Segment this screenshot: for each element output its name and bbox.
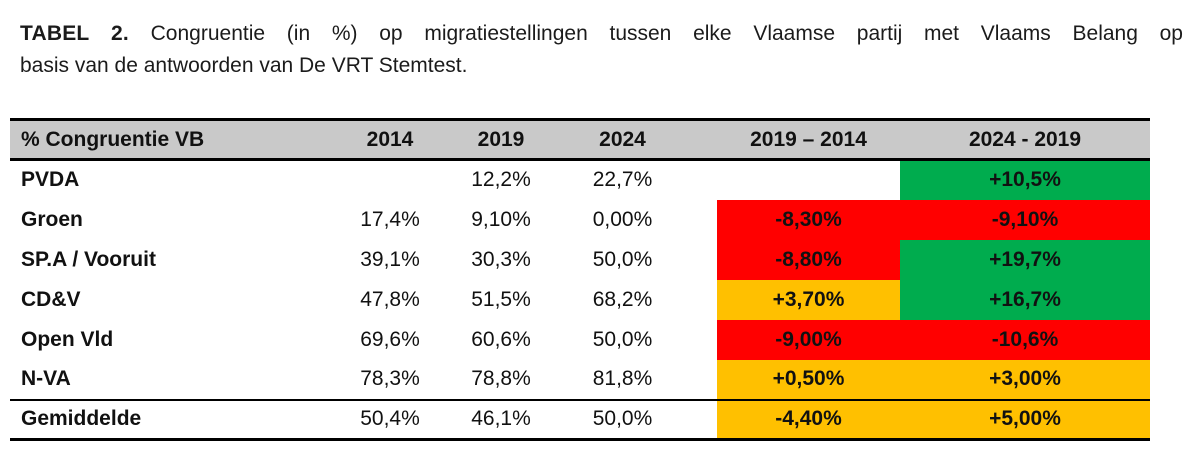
- party-name: Open Vld: [21, 327, 114, 351]
- cell-2019: 12,2%: [471, 168, 531, 192]
- column-header-2024: 2024: [557, 118, 688, 161]
- caption-label: TABEL 2.: [20, 22, 129, 45]
- cell-2014: [335, 160, 445, 200]
- table-row: CD&V 47,8% 51,5% 68,2% +3,70% +16,7%: [10, 279, 1150, 320]
- cell-diff-2019-2014: [717, 159, 900, 200]
- spacer-cell: [688, 160, 717, 200]
- cell-diff-2024-2019: +19,7%: [900, 239, 1150, 280]
- cell-diff-2019-2014: +0,50%: [717, 359, 900, 400]
- caption-line-1: TABEL 2. Congruentie (in %) op migraties…: [20, 18, 1183, 50]
- column-header-spacer: [688, 118, 717, 161]
- table-row: N-VA 78,3% 78,8% 81,8% +0,50% +3,00%: [10, 359, 1150, 400]
- cell-2024: 50,0%: [557, 398, 688, 440]
- column-header-diff-2024-2019: 2024 - 2019: [900, 118, 1150, 161]
- congruence-table: % Congruentie VB 2014 2019 2024 2019 – 2…: [10, 118, 1150, 441]
- spacer-cell: [688, 200, 717, 240]
- column-header-diff-2019-2014: 2019 – 2014: [717, 118, 900, 161]
- party-name: PVDA: [21, 168, 80, 192]
- cell-2019: 78,8%: [471, 367, 531, 390]
- cell-diff-2024-2019: +10,5%: [900, 159, 1150, 200]
- cell-2019: 9,10%: [471, 207, 531, 231]
- table-row: PVDA 12,2% 22,7% +10,5%: [10, 159, 1150, 200]
- cell-diff-2024-2019: -9,10%: [900, 199, 1150, 240]
- cell-2019: 60,6%: [471, 327, 531, 351]
- party-name: Gemiddelde: [10, 398, 335, 440]
- cell-diff-2019-2014: -8,80%: [717, 239, 900, 280]
- cell-2024: 50,0%: [592, 327, 653, 351]
- spacer-cell: [688, 320, 717, 360]
- table-row: Open Vld 69,6% 60,6% 50,0% -9,00% -10,6%: [10, 319, 1150, 360]
- cell-diff-2024-2019: +5,00%: [900, 398, 1150, 440]
- caption-text: Congruentie (in %) op migratiestellingen…: [150, 22, 1183, 45]
- cell-2024: 0,00%: [592, 207, 653, 231]
- spacer-cell: [688, 360, 717, 400]
- column-header-2019: 2019: [445, 118, 557, 161]
- cell-diff-2024-2019: -10,6%: [900, 319, 1150, 360]
- cell-2024: 22,7%: [592, 168, 653, 192]
- cell-diff-2019-2014: -8,30%: [717, 199, 900, 240]
- cell-2014: 47,8%: [360, 287, 420, 311]
- cell-2024: 50,0%: [592, 247, 653, 271]
- column-header-2014: 2014: [335, 118, 445, 161]
- cell-diff-2024-2019: +3,00%: [900, 359, 1150, 400]
- party-name: Groen: [21, 207, 83, 231]
- column-header-party: % Congruentie VB: [10, 118, 335, 161]
- table-header-row: % Congruentie VB 2014 2019 2024 2019 – 2…: [10, 118, 1150, 161]
- cell-2024: 68,2%: [592, 287, 653, 311]
- cell-2019: 51,5%: [471, 287, 531, 311]
- table-row-average: Gemiddelde 50,4% 46,1% 50,0% -4,40% +5,0…: [10, 398, 1150, 440]
- table-caption: TABEL 2. Congruentie (in %) op migraties…: [20, 18, 1183, 82]
- cell-2014: 78,3%: [360, 367, 420, 390]
- party-name: N-VA: [21, 367, 71, 390]
- cell-2019: 30,3%: [471, 247, 531, 271]
- table-row: Groen 17,4% 9,10% 0,00% -8,30% -9,10%: [10, 199, 1150, 240]
- cell-diff-2019-2014: +3,70%: [717, 279, 900, 320]
- cell-diff-2024-2019: +16,7%: [900, 279, 1150, 320]
- caption-line-2: basis van de antwoorden van De VRT Stemt…: [20, 54, 468, 77]
- cell-diff-2019-2014: -4,40%: [717, 398, 900, 440]
- spacer-cell: [688, 240, 717, 280]
- party-name: SP.A / Vooruit: [21, 247, 156, 271]
- cell-2024: 81,8%: [592, 367, 653, 390]
- spacer-cell: [688, 398, 717, 440]
- cell-2019: 46,1%: [445, 398, 557, 440]
- cell-2014: 39,1%: [360, 247, 420, 271]
- spacer-cell: [688, 280, 717, 320]
- cell-2014: 50,4%: [335, 398, 445, 440]
- party-name: CD&V: [21, 287, 81, 311]
- table-row: SP.A / Vooruit 39,1% 30,3% 50,0% -8,80% …: [10, 239, 1150, 280]
- cell-diff-2019-2014: -9,00%: [717, 319, 900, 360]
- cell-2014: 17,4%: [360, 207, 420, 231]
- cell-2014: 69,6%: [360, 327, 420, 351]
